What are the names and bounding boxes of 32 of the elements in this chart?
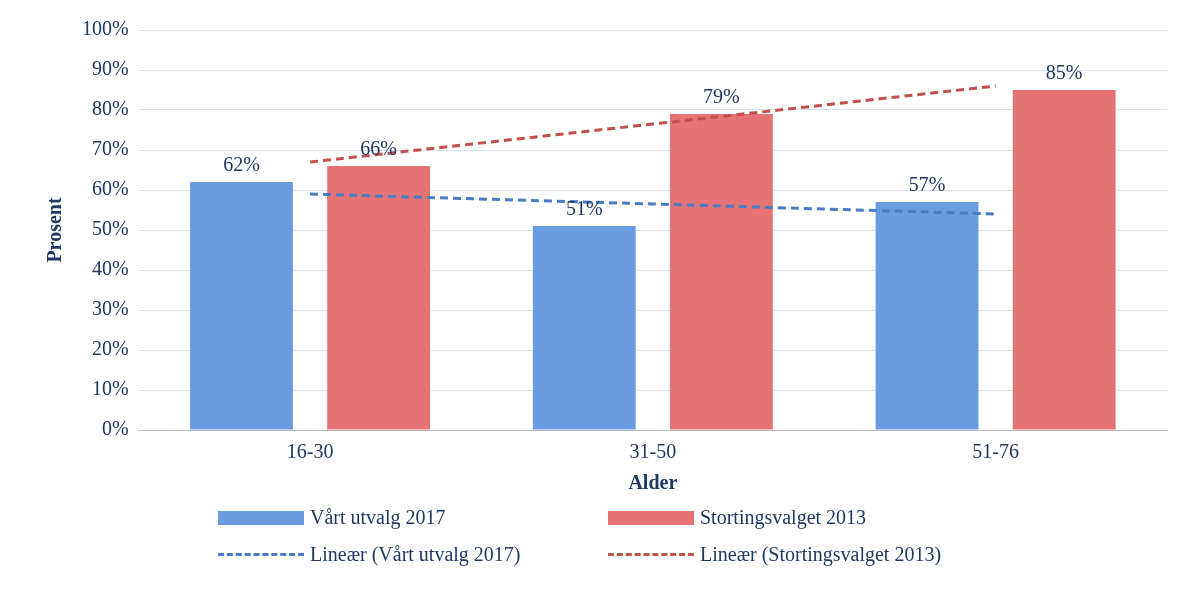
- legend-label: Lineær (Vårt utvalg 2017): [310, 543, 521, 566]
- y-tick-label: 20%: [91, 337, 129, 360]
- bar: [875, 202, 979, 430]
- y-axis-title: Prosent: [43, 197, 66, 263]
- bar: [532, 226, 636, 430]
- data-label: 79%: [703, 85, 740, 108]
- y-tick-label: 40%: [91, 257, 129, 280]
- x-axis-title: Alder: [628, 471, 678, 494]
- bar: [669, 114, 773, 430]
- x-tick-label: 51-76: [972, 440, 1019, 463]
- y-tick-label: 0%: [101, 417, 129, 440]
- legend-label: Stortingsvalget 2013: [700, 506, 867, 529]
- y-tick-label: 100%: [81, 17, 129, 40]
- bar: [190, 182, 293, 430]
- y-tick-label: 60%: [91, 177, 129, 200]
- data-label: 51%: [565, 197, 603, 220]
- y-tick-label: 90%: [91, 57, 129, 80]
- y-tick-label: 70%: [91, 137, 129, 160]
- legend-label: Lineær (Stortingsvalget 2013): [700, 543, 942, 566]
- bar: [1012, 90, 1116, 430]
- y-tick-label: 80%: [91, 97, 129, 120]
- data-label: 66%: [360, 137, 397, 160]
- bar: [327, 166, 431, 430]
- x-tick-label: 16-30: [286, 440, 334, 463]
- data-label: 62%: [223, 153, 260, 176]
- y-tick-label: 50%: [91, 217, 129, 240]
- x-tick-label: 31-50: [629, 440, 677, 463]
- y-tick-label: 10%: [91, 377, 129, 400]
- legend-label: Vårt utvalg 2017: [310, 506, 446, 529]
- data-label: 57%: [908, 173, 946, 196]
- data-label: 85%: [1045, 61, 1083, 84]
- y-tick-label: 30%: [91, 297, 129, 320]
